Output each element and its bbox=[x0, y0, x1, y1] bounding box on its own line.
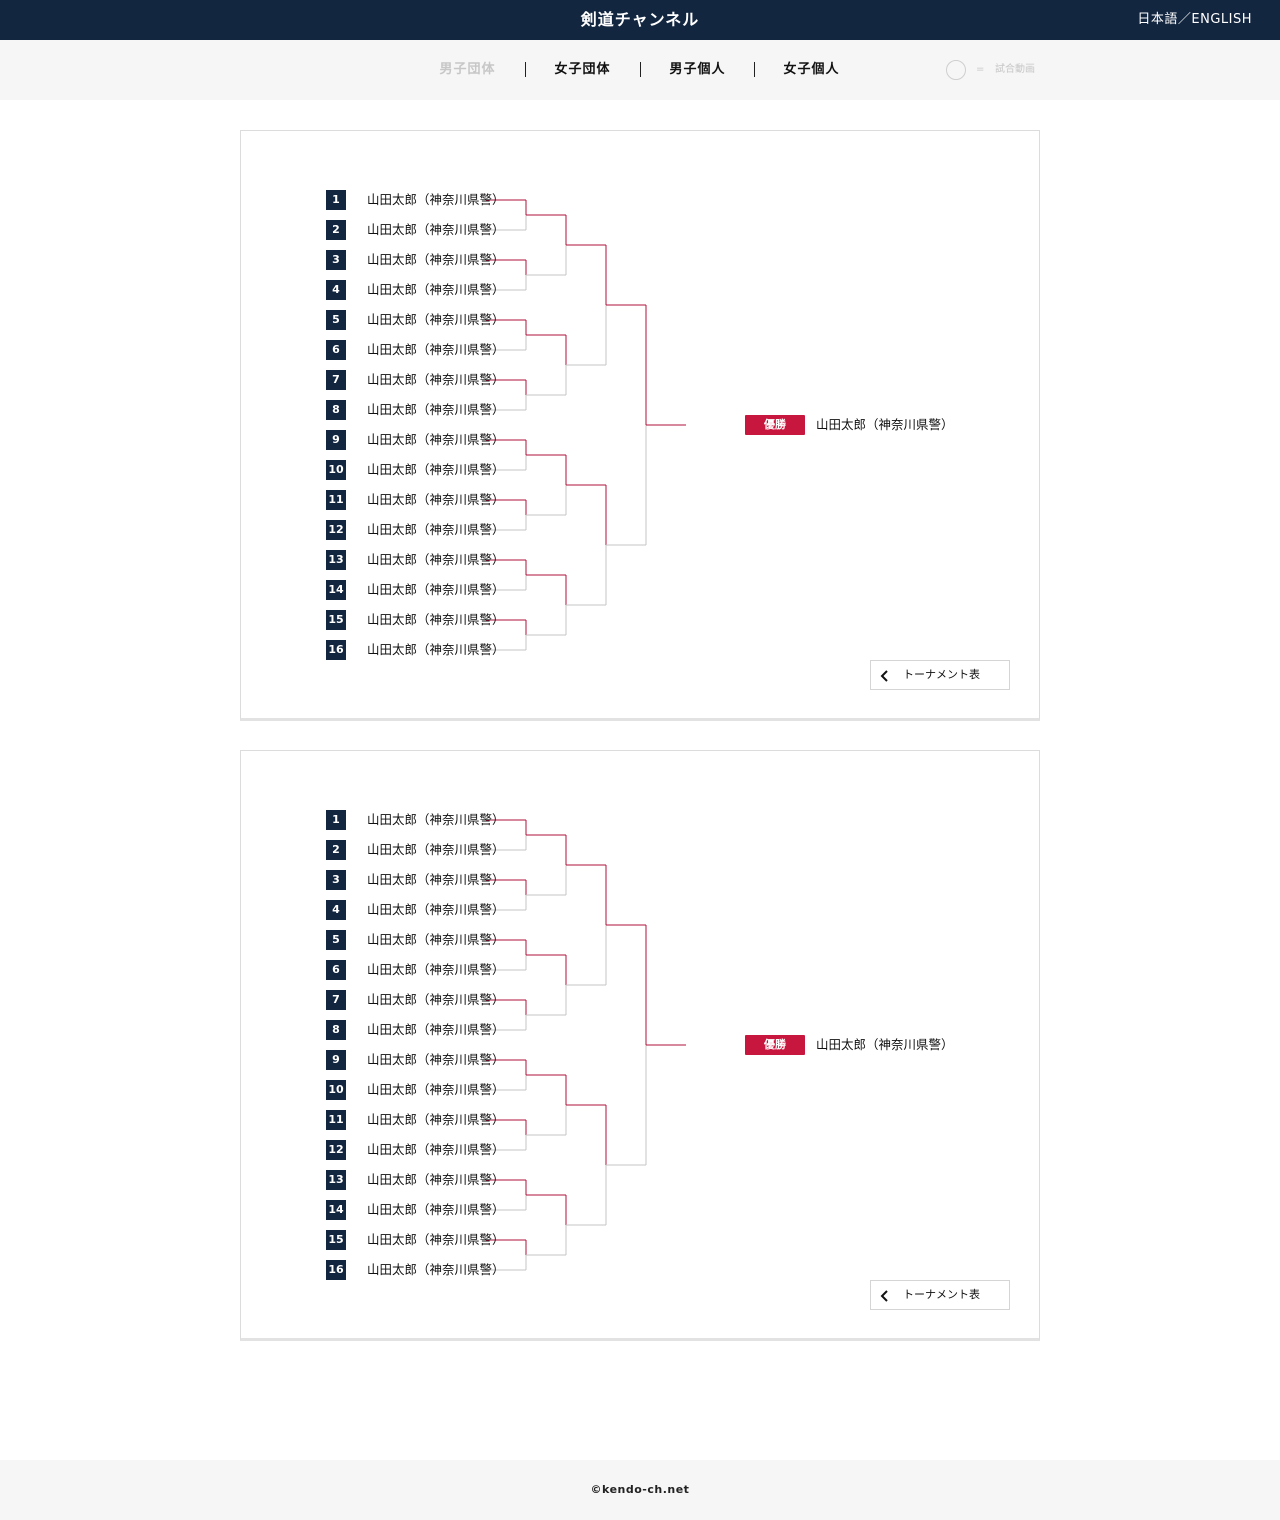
site-title[interactable]: 剣道チャンネル bbox=[580, 10, 700, 29]
seed-number: 11 bbox=[326, 490, 346, 510]
champion-name[interactable]: 山田太郎（神奈川県警） bbox=[816, 1037, 954, 1052]
category-nav: 男子団体 女子団体 男子個人 女子個人 = 試合動画 bbox=[0, 40, 1280, 100]
legend-equals: = bbox=[976, 64, 985, 75]
tab-mens-individual[interactable]: 男子個人 bbox=[669, 62, 726, 77]
tournament-table-button[interactable]: トーナメント表 bbox=[870, 1280, 1010, 1310]
language-switch[interactable]: 日本語／ENGLISH bbox=[1137, 12, 1252, 27]
player-name[interactable]: 山田太郎（神奈川県警） bbox=[367, 1232, 505, 1247]
player-name[interactable]: 山田太郎（神奈川県警） bbox=[367, 932, 505, 947]
tab-divider bbox=[754, 62, 755, 77]
winner-badge: 優勝 bbox=[745, 1035, 805, 1055]
player-name[interactable]: 山田太郎（神奈川県警） bbox=[367, 192, 505, 207]
tournament-panel: トーナメント表 1 山田太郎（神奈川県警） 2 山田太郎（神奈川県警） 3 山田太郎（神奈… bbox=[240, 750, 1040, 1341]
seed-number: 6 bbox=[326, 960, 346, 980]
player-name[interactable]: 山田太郎（神奈川県警） bbox=[367, 492, 505, 507]
player-name[interactable]: 山田太郎（神奈川県警） bbox=[367, 1022, 505, 1037]
player-name[interactable]: 山田太郎（神奈川県警） bbox=[367, 372, 505, 387]
seed-number: 8 bbox=[326, 1020, 346, 1040]
player-name[interactable]: 山田太郎（神奈川県警） bbox=[367, 842, 505, 857]
top-bar: 剣道チャンネル 日本語／ENGLISH bbox=[0, 0, 1280, 40]
seed-number: 4 bbox=[326, 900, 346, 920]
seed-number: 10 bbox=[326, 460, 346, 480]
player-name[interactable]: 山田太郎（神奈川県警） bbox=[367, 522, 505, 537]
seed-number: 6 bbox=[326, 340, 346, 360]
player-name[interactable]: 山田太郎（神奈川県警） bbox=[367, 252, 505, 267]
tab-mens-team[interactable]: 男子団体 bbox=[439, 62, 496, 77]
seed-number: 5 bbox=[326, 930, 346, 950]
tab-divider bbox=[525, 62, 526, 77]
tab-womens-team[interactable]: 女子団体 bbox=[554, 62, 611, 77]
seed-number: 1 bbox=[326, 810, 346, 830]
player-name[interactable]: 山田太郎（神奈川県警） bbox=[367, 1202, 505, 1217]
seed-number: 14 bbox=[326, 580, 346, 600]
player-name[interactable]: 山田太郎（神奈川県警） bbox=[367, 612, 505, 627]
player-name[interactable]: 山田太郎（神奈川県警） bbox=[367, 1262, 505, 1277]
seed-number: 7 bbox=[326, 370, 346, 390]
seed-number: 5 bbox=[326, 310, 346, 330]
tab-divider bbox=[640, 62, 641, 77]
seed-number: 16 bbox=[326, 640, 346, 660]
seed-number: 12 bbox=[326, 1140, 346, 1160]
player-name[interactable]: 山田太郎（神奈川県警） bbox=[367, 402, 505, 417]
bracket-lines bbox=[486, 199, 686, 651]
legend-label: 試合動画 bbox=[995, 64, 1035, 75]
player-name[interactable]: 山田太郎（神奈川県警） bbox=[367, 1112, 505, 1127]
bracket-lines bbox=[486, 819, 686, 1271]
player-name[interactable]: 山田太郎（神奈川県警） bbox=[367, 1082, 505, 1097]
seed-number: 7 bbox=[326, 990, 346, 1010]
player-name[interactable]: 山田太郎（神奈川県警） bbox=[367, 222, 505, 237]
player-name[interactable]: 山田太郎（神奈川県警） bbox=[367, 642, 505, 657]
seed-number: 11 bbox=[326, 1110, 346, 1130]
footer-copyright: ©kendo-ch.net bbox=[0, 1460, 1280, 1520]
player-name[interactable]: 山田太郎（神奈川県警） bbox=[367, 812, 505, 827]
chevron-left-icon bbox=[880, 1290, 888, 1302]
tournament-table-button-label: トーナメント表 bbox=[903, 1288, 980, 1301]
seed-number: 9 bbox=[326, 430, 346, 450]
player-name[interactable]: 山田太郎（神奈川県警） bbox=[367, 1052, 505, 1067]
player-name[interactable]: 山田太郎（神奈川県警） bbox=[367, 962, 505, 977]
player-name[interactable]: 山田太郎（神奈川県警） bbox=[367, 902, 505, 917]
seed-number: 1 bbox=[326, 190, 346, 210]
seed-number: 13 bbox=[326, 550, 346, 570]
seed-number: 12 bbox=[326, 520, 346, 540]
player-name[interactable]: 山田太郎（神奈川県警） bbox=[367, 1142, 505, 1157]
seed-number: 16 bbox=[326, 1260, 346, 1280]
player-name[interactable]: 山田太郎（神奈川県警） bbox=[367, 552, 505, 567]
player-name[interactable]: 山田太郎（神奈川県警） bbox=[367, 342, 505, 357]
seed-number: 14 bbox=[326, 1200, 346, 1220]
winner-badge: 優勝 bbox=[745, 415, 805, 435]
tab-womens-individual[interactable]: 女子個人 bbox=[783, 62, 840, 77]
chevron-left-icon bbox=[880, 670, 888, 682]
seed-number: 8 bbox=[326, 400, 346, 420]
seed-number: 2 bbox=[326, 220, 346, 240]
player-name[interactable]: 山田太郎（神奈川県警） bbox=[367, 992, 505, 1007]
seed-number: 10 bbox=[326, 1080, 346, 1100]
player-name[interactable]: 山田太郎（神奈川県警） bbox=[367, 432, 505, 447]
player-name[interactable]: 山田太郎（神奈川県警） bbox=[367, 872, 505, 887]
player-name[interactable]: 山田太郎（神奈川県警） bbox=[367, 582, 505, 597]
tournament-panel: トーナメント表 1 山田太郎（神奈川県警） 2 山田太郎（神奈川県警） 3 山田太郎（神奈… bbox=[240, 130, 1040, 721]
video-circle-icon bbox=[946, 60, 966, 80]
player-name[interactable]: 山田太郎（神奈川県警） bbox=[367, 312, 505, 327]
seed-number: 4 bbox=[326, 280, 346, 300]
seed-number: 3 bbox=[326, 870, 346, 890]
seed-number: 13 bbox=[326, 1170, 346, 1190]
seed-number: 15 bbox=[326, 1230, 346, 1250]
seed-number: 2 bbox=[326, 840, 346, 860]
tournament-table-button[interactable]: トーナメント表 bbox=[870, 660, 1010, 690]
tournament-table-button-label: トーナメント表 bbox=[903, 668, 980, 681]
champion-name[interactable]: 山田太郎（神奈川県警） bbox=[816, 417, 954, 432]
player-name[interactable]: 山田太郎（神奈川県警） bbox=[367, 282, 505, 297]
player-name[interactable]: 山田太郎（神奈川県警） bbox=[367, 1172, 505, 1187]
seed-number: 9 bbox=[326, 1050, 346, 1070]
seed-number: 3 bbox=[326, 250, 346, 270]
player-name[interactable]: 山田太郎（神奈川県警） bbox=[367, 462, 505, 477]
seed-number: 15 bbox=[326, 610, 346, 630]
